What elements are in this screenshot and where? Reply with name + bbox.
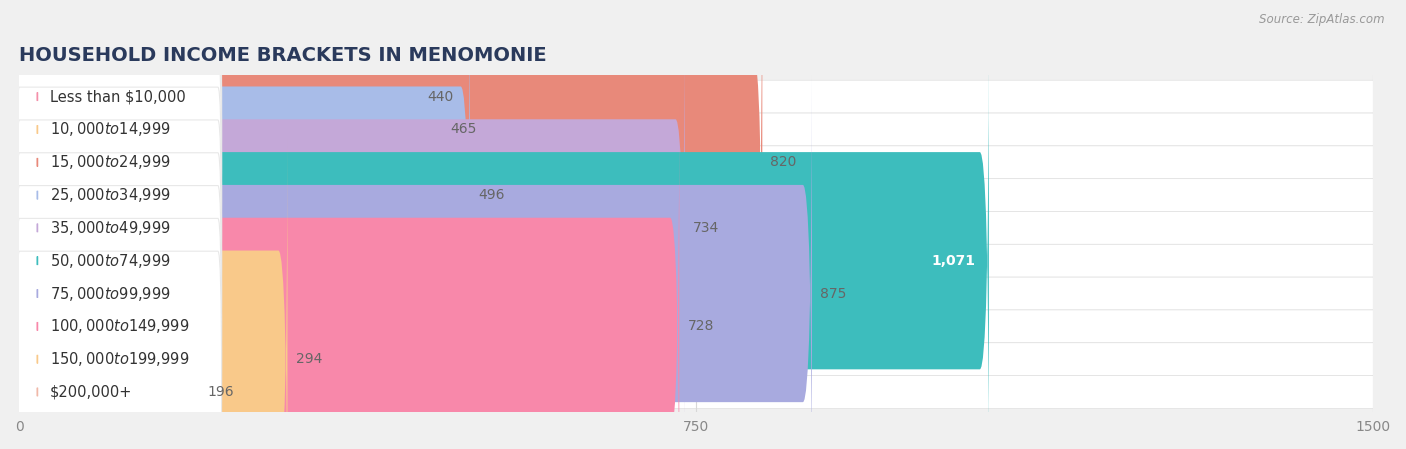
FancyBboxPatch shape xyxy=(15,218,222,449)
Text: 875: 875 xyxy=(820,286,846,300)
FancyBboxPatch shape xyxy=(15,0,222,238)
Text: $100,000 to $149,999: $100,000 to $149,999 xyxy=(51,317,190,335)
FancyBboxPatch shape xyxy=(15,0,222,270)
Text: $15,000 to $24,999: $15,000 to $24,999 xyxy=(51,153,172,171)
Text: 734: 734 xyxy=(693,221,718,235)
FancyBboxPatch shape xyxy=(17,0,470,414)
FancyBboxPatch shape xyxy=(15,87,222,369)
FancyBboxPatch shape xyxy=(17,107,679,449)
Text: 728: 728 xyxy=(688,319,714,333)
FancyBboxPatch shape xyxy=(17,41,988,449)
FancyBboxPatch shape xyxy=(20,343,1374,375)
Text: $10,000 to $14,999: $10,000 to $14,999 xyxy=(51,120,172,138)
FancyBboxPatch shape xyxy=(15,120,222,401)
FancyBboxPatch shape xyxy=(20,310,1374,343)
FancyBboxPatch shape xyxy=(15,185,222,449)
Text: $50,000 to $74,999: $50,000 to $74,999 xyxy=(51,252,172,270)
FancyBboxPatch shape xyxy=(17,0,419,316)
FancyBboxPatch shape xyxy=(20,277,1374,310)
FancyBboxPatch shape xyxy=(20,146,1374,179)
Text: 1,071: 1,071 xyxy=(931,254,976,268)
Text: $35,000 to $49,999: $35,000 to $49,999 xyxy=(51,219,172,237)
Text: HOUSEHOLD INCOME BRACKETS IN MENOMONIE: HOUSEHOLD INCOME BRACKETS IN MENOMONIE xyxy=(20,46,547,66)
FancyBboxPatch shape xyxy=(20,211,1374,244)
Text: $200,000+: $200,000+ xyxy=(51,384,132,400)
Text: Source: ZipAtlas.com: Source: ZipAtlas.com xyxy=(1260,13,1385,26)
Text: $25,000 to $34,999: $25,000 to $34,999 xyxy=(51,186,172,204)
FancyBboxPatch shape xyxy=(17,140,287,449)
FancyBboxPatch shape xyxy=(17,0,441,349)
Text: 496: 496 xyxy=(478,188,505,202)
Text: 196: 196 xyxy=(207,385,233,399)
FancyBboxPatch shape xyxy=(20,80,1374,113)
FancyBboxPatch shape xyxy=(17,74,811,449)
Text: Less than $10,000: Less than $10,000 xyxy=(51,89,186,104)
Text: $150,000 to $199,999: $150,000 to $199,999 xyxy=(51,350,190,368)
Text: $75,000 to $99,999: $75,000 to $99,999 xyxy=(51,285,172,303)
FancyBboxPatch shape xyxy=(15,251,222,449)
Text: 465: 465 xyxy=(450,123,477,136)
FancyBboxPatch shape xyxy=(20,244,1374,277)
FancyBboxPatch shape xyxy=(15,153,222,434)
FancyBboxPatch shape xyxy=(20,113,1374,146)
Text: 820: 820 xyxy=(770,155,797,169)
FancyBboxPatch shape xyxy=(17,9,685,448)
FancyBboxPatch shape xyxy=(17,172,200,449)
FancyBboxPatch shape xyxy=(20,375,1374,409)
FancyBboxPatch shape xyxy=(15,54,222,336)
FancyBboxPatch shape xyxy=(17,0,762,382)
Text: 440: 440 xyxy=(427,90,454,104)
FancyBboxPatch shape xyxy=(15,22,222,303)
FancyBboxPatch shape xyxy=(20,179,1374,211)
Text: 294: 294 xyxy=(295,352,322,366)
